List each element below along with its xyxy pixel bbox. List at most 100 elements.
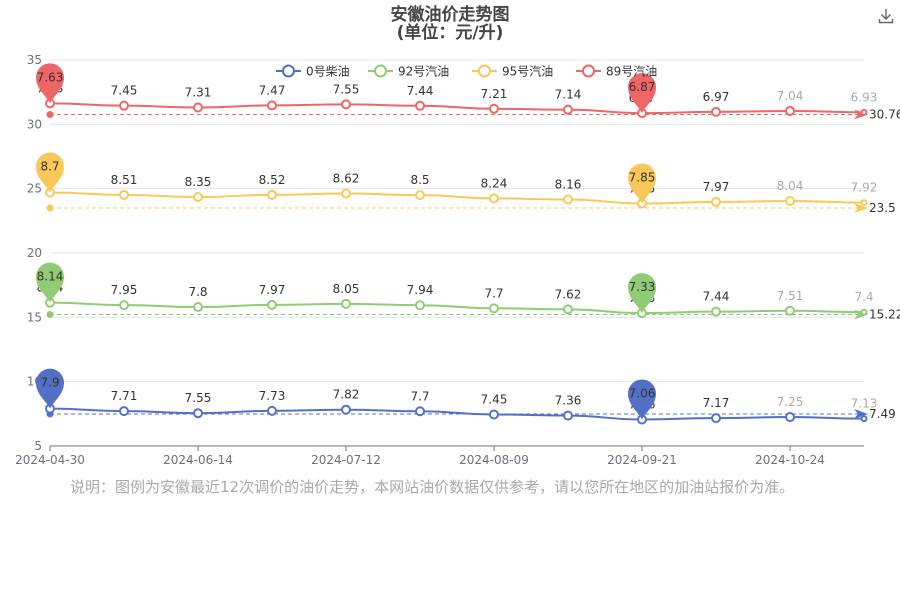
data-label: 7.94 bbox=[407, 283, 434, 297]
series-line bbox=[49, 191, 865, 205]
legend-symbol bbox=[478, 64, 491, 78]
data-point bbox=[711, 106, 721, 117]
data-point bbox=[341, 298, 351, 309]
min-marker: 7.33 bbox=[628, 273, 656, 314]
max-marker: 7.9 bbox=[36, 368, 64, 409]
data-label: 7.55 bbox=[333, 82, 360, 96]
y-tick-label: 20 bbox=[27, 246, 42, 260]
legend-label: 95号汽油 bbox=[502, 64, 553, 79]
series-1: 15.22 8.14 7.95 7.8 7.97 8.05 7.94 7.7 7.62 7.33 7… bbox=[36, 262, 900, 322]
data-label: 7.92 bbox=[851, 181, 878, 195]
legend-label: 92号汽油 bbox=[398, 64, 449, 79]
series-layer: 7.49 7.9 7.71 7.55 7.73 7.82 7.7 7.45 7.36 7.06 7.… bbox=[36, 63, 900, 425]
max-marker-pin bbox=[36, 262, 64, 303]
average-value-label: 30.76 bbox=[869, 108, 900, 122]
data-point bbox=[193, 302, 203, 313]
data-label: 7.04 bbox=[777, 89, 804, 103]
data-point bbox=[193, 408, 203, 419]
data-point bbox=[860, 108, 868, 116]
max-marker-pin bbox=[36, 63, 64, 104]
disclaimer-note: 说明：图例为安徽最近12次调价的油价走势，本网站油价数据仅供参考，请以您所在地区… bbox=[70, 478, 795, 496]
data-label: 7.82 bbox=[333, 388, 360, 402]
average-value-label: 7.49 bbox=[869, 407, 896, 421]
data-point bbox=[193, 192, 203, 203]
legend[interactable]: 0号柴油 92号汽油 95号汽油 89号汽油 bbox=[276, 64, 657, 79]
data-label: 8.5 bbox=[410, 173, 429, 187]
data-label: 7.71 bbox=[111, 389, 138, 403]
average-value-label: 23.5 bbox=[869, 201, 896, 215]
data-point bbox=[267, 299, 277, 310]
data-point bbox=[267, 100, 277, 111]
data-label: 7.55 bbox=[185, 391, 212, 405]
y-tick-label: 15 bbox=[27, 310, 42, 324]
data-label: 8.16 bbox=[555, 177, 582, 191]
legend-label: 89号汽油 bbox=[606, 64, 657, 79]
min-marker-pin bbox=[628, 273, 656, 314]
data-label: 8.24 bbox=[481, 176, 508, 190]
max-marker: 7.63 bbox=[36, 63, 64, 104]
min-marker-label: 7.33 bbox=[629, 280, 656, 294]
min-marker-label: 7.85 bbox=[629, 170, 656, 184]
data-point bbox=[415, 300, 425, 311]
data-label: 7.47 bbox=[259, 83, 286, 97]
legend-item-2[interactable]: 95号汽油 bbox=[472, 64, 553, 79]
x-tick-label: 2024-07-12 bbox=[311, 453, 381, 467]
data-label: 7.31 bbox=[185, 85, 212, 99]
download-icon[interactable] bbox=[876, 6, 896, 26]
chart-subtitle: (单位：元/升) bbox=[397, 22, 504, 43]
data-label: 7.25 bbox=[777, 395, 804, 409]
grid-lines bbox=[50, 59, 864, 383]
data-label: 7.45 bbox=[481, 392, 508, 406]
series-2: 23.5 8.7 8.51 8.35 8.52 8.62 8.5 8.24 8.16 7.85 7.… bbox=[36, 152, 896, 215]
min-marker-pin bbox=[628, 73, 656, 114]
y-tick-label: 30 bbox=[27, 117, 42, 131]
data-point bbox=[563, 304, 573, 315]
data-point bbox=[711, 306, 721, 317]
legend-item-1[interactable]: 92号汽油 bbox=[368, 64, 449, 79]
y-tick-label: 35 bbox=[27, 53, 42, 67]
data-label: 7.97 bbox=[259, 283, 286, 297]
data-label: 7.45 bbox=[111, 84, 138, 98]
data-point bbox=[267, 405, 277, 416]
data-label: 8.04 bbox=[777, 179, 804, 193]
legend-symbol bbox=[282, 64, 295, 78]
data-point bbox=[415, 100, 425, 111]
data-point bbox=[489, 103, 499, 114]
min-marker-label: 7.06 bbox=[629, 386, 656, 400]
x-tick-label: 2024-06-14 bbox=[163, 453, 233, 467]
data-point bbox=[341, 188, 351, 199]
max-marker-pin bbox=[36, 152, 64, 193]
data-label: 7.4 bbox=[854, 290, 873, 304]
data-point bbox=[489, 409, 499, 420]
average-value-label: 15.22 bbox=[869, 308, 900, 322]
legend-symbol bbox=[582, 64, 595, 78]
data-point bbox=[711, 413, 721, 424]
data-label: 7.44 bbox=[407, 84, 434, 98]
data-point bbox=[711, 196, 721, 207]
min-marker-pin bbox=[628, 379, 656, 420]
min-marker-pin bbox=[628, 163, 656, 204]
legend-label: 0号柴油 bbox=[306, 65, 350, 79]
data-point bbox=[785, 412, 795, 423]
data-label: 7.95 bbox=[111, 283, 138, 297]
min-marker: 6.87 bbox=[628, 73, 656, 114]
chart-title: 安徽油价走势图 bbox=[391, 4, 510, 25]
max-marker-label: 8.14 bbox=[37, 270, 64, 284]
data-point bbox=[341, 404, 351, 415]
data-point bbox=[860, 199, 868, 207]
x-tick-label: 2024-04-30 bbox=[15, 453, 85, 467]
data-label: 6.93 bbox=[851, 90, 878, 104]
max-marker: 8.14 bbox=[36, 262, 64, 303]
legend-item-3[interactable]: 89号汽油 bbox=[576, 64, 657, 79]
series-3: 30.76 7.63 7.45 7.31 7.47 7.55 7.44 7.21 7.14 6.8… bbox=[36, 63, 900, 122]
x-tick-label: 2024-10-24 bbox=[755, 453, 825, 467]
x-tick-label: 2024-08-09 bbox=[459, 453, 529, 467]
data-label: 7.17 bbox=[703, 396, 730, 410]
max-marker-pin bbox=[36, 368, 64, 409]
data-point bbox=[489, 193, 499, 204]
max-marker-label: 8.7 bbox=[40, 160, 59, 174]
data-label: 8.51 bbox=[111, 173, 138, 187]
data-label: 7.62 bbox=[555, 287, 582, 301]
legend-item-0[interactable]: 0号柴油 bbox=[276, 64, 350, 79]
max-marker-label: 7.9 bbox=[40, 376, 59, 390]
